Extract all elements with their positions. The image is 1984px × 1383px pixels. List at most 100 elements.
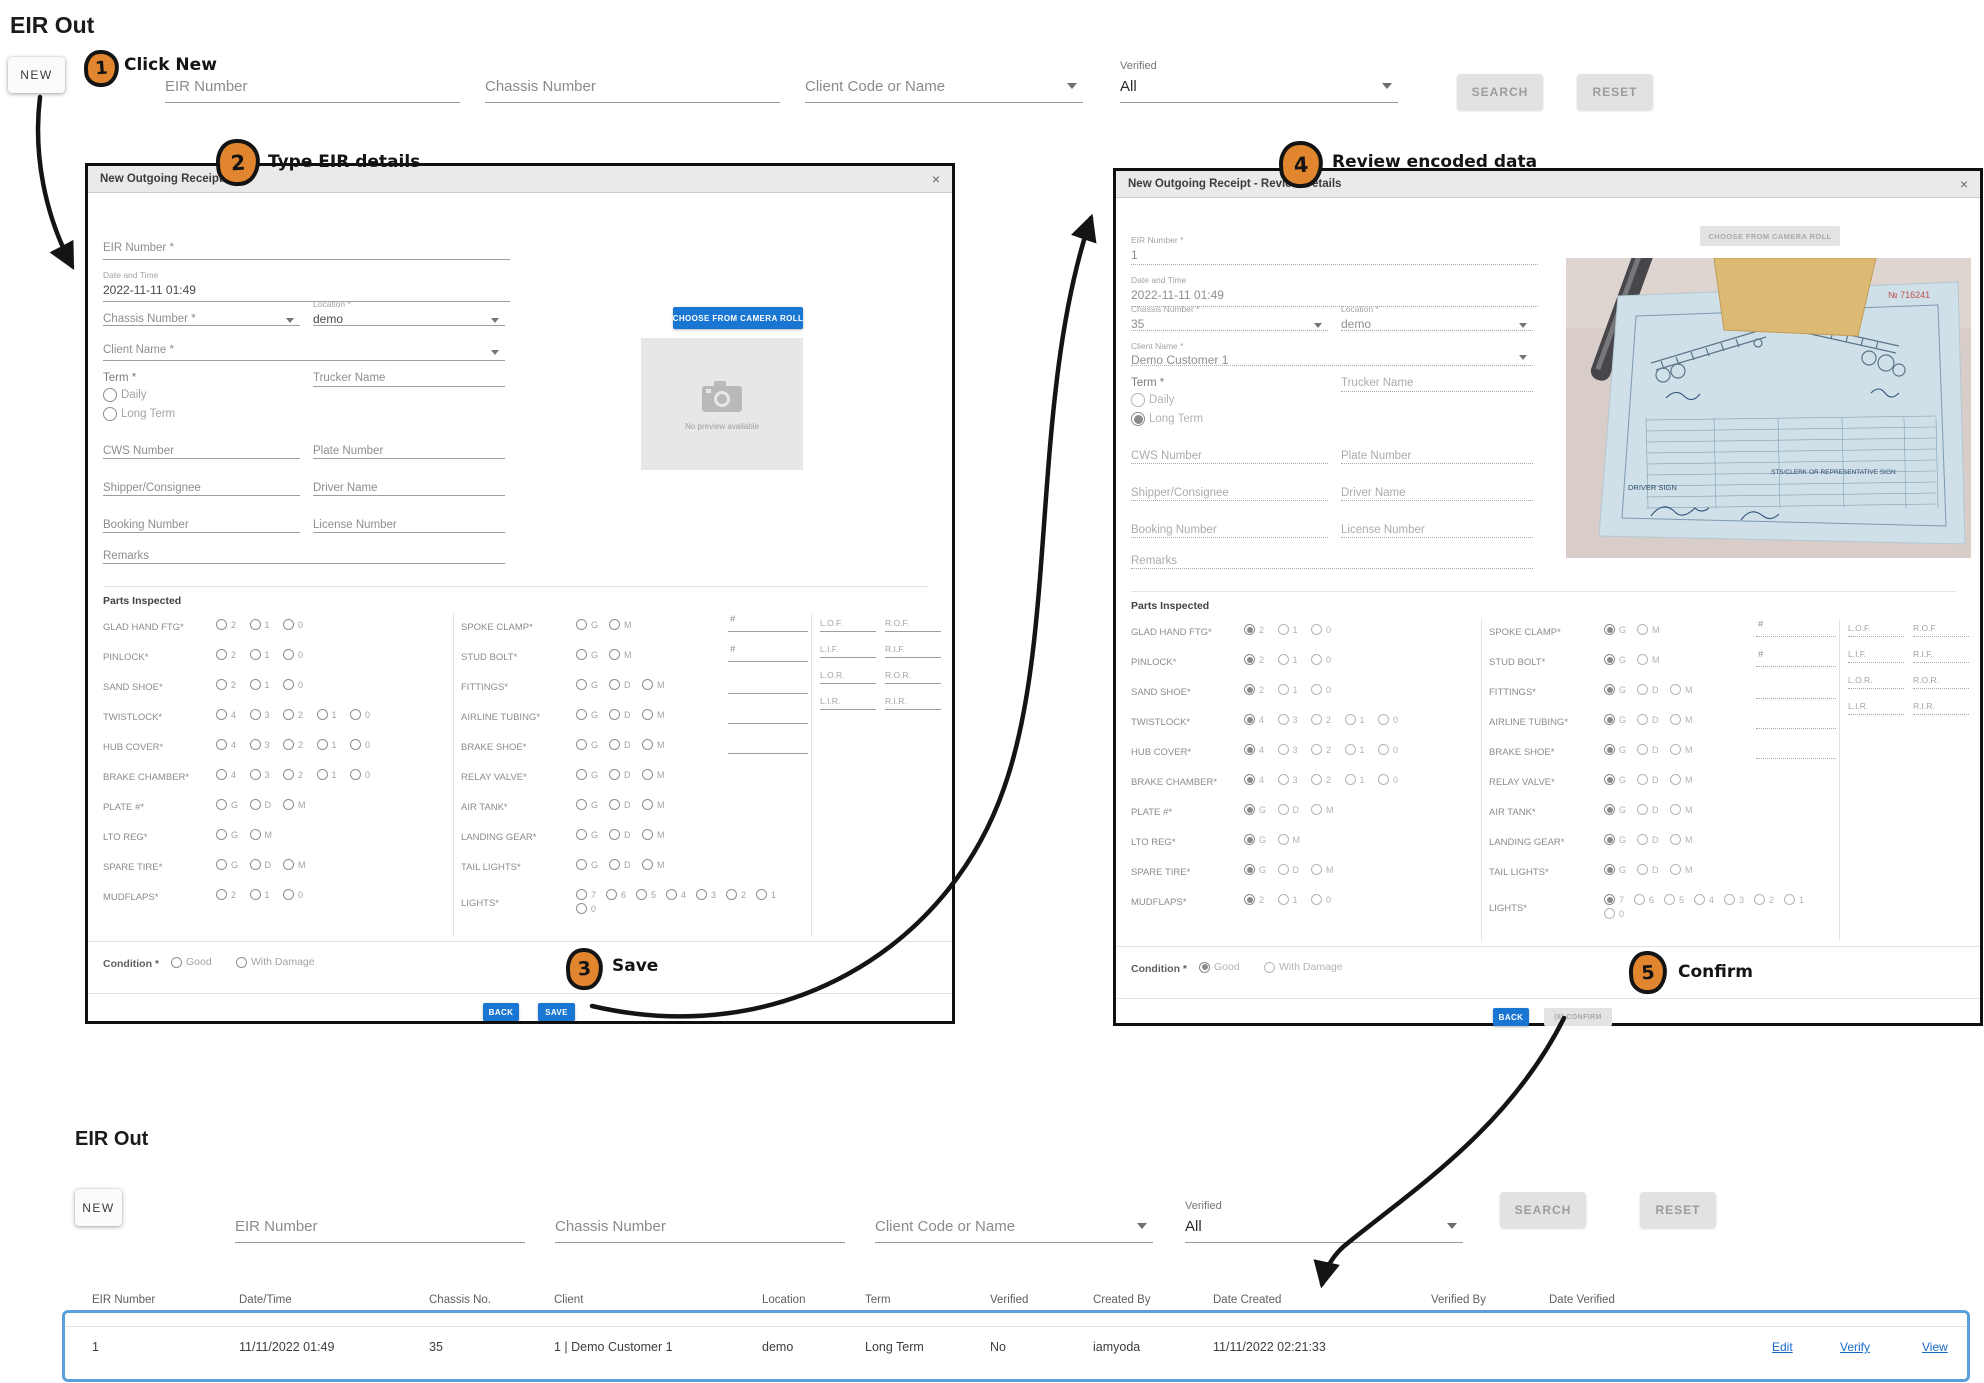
- radio-2[interactable]: 2: [1311, 774, 1331, 785]
- radio-d[interactable]: D: [1277, 864, 1299, 875]
- client-underline[interactable]: [103, 360, 505, 361]
- radio-g[interactable]: G: [1244, 804, 1266, 815]
- radio-good[interactable]: Good: [1199, 961, 1240, 973]
- radio-1[interactable]: 1: [1277, 684, 1298, 695]
- radio-daily[interactable]: Daily: [103, 388, 147, 402]
- damage-underline[interactable]: [1756, 758, 1836, 759]
- chassis-number-input[interactable]: Chassis Number: [485, 60, 780, 103]
- radio-2[interactable]: 2: [216, 889, 236, 900]
- radio-g[interactable]: G: [1604, 684, 1626, 695]
- radio-m[interactable]: M: [642, 769, 665, 780]
- radio-m[interactable]: M: [1311, 804, 1334, 815]
- radio-1[interactable]: 1: [1344, 714, 1365, 725]
- date-time-underline[interactable]: [103, 301, 510, 302]
- radio-2[interactable]: 2: [283, 739, 303, 750]
- confirm-button[interactable]: (8) CONFIRM: [1544, 1008, 1612, 1026]
- tire-underline[interactable]: [1848, 636, 1904, 637]
- radio-0[interactable]: 0: [1604, 908, 1624, 919]
- damage-underline[interactable]: [1756, 728, 1836, 729]
- close-icon[interactable]: ×: [931, 171, 940, 187]
- eir-number-input[interactable]: EIR Number: [165, 60, 460, 103]
- radio-g[interactable]: G: [576, 799, 598, 810]
- tire-underline[interactable]: [1913, 688, 1969, 689]
- damage-underline[interactable]: [1756, 698, 1836, 699]
- radio-m[interactable]: M: [642, 739, 665, 750]
- radio-d[interactable]: D: [609, 739, 631, 750]
- new-button-bottom[interactable]: NEW: [75, 1189, 122, 1226]
- radio-g[interactable]: G: [1604, 624, 1626, 635]
- radio-m[interactable]: M: [283, 859, 306, 870]
- location-underline[interactable]: [313, 325, 505, 326]
- radio-0[interactable]: 0: [350, 709, 370, 720]
- radio-1[interactable]: 1: [1784, 894, 1804, 905]
- search-button[interactable]: SEARCH: [1457, 74, 1543, 110]
- chassis-number-input[interactable]: Chassis Number: [555, 1200, 845, 1243]
- radio-7[interactable]: 7: [576, 889, 596, 900]
- damage-underline[interactable]: [728, 693, 808, 694]
- license-underline[interactable]: [1341, 537, 1533, 538]
- damage-underline[interactable]: [728, 753, 808, 754]
- radio-2[interactable]: 2: [216, 679, 236, 690]
- shipper-underline[interactable]: [103, 495, 300, 496]
- radio-g[interactable]: G: [1604, 834, 1626, 845]
- reset-button[interactable]: RESET: [1577, 74, 1653, 110]
- radio-d[interactable]: D: [609, 709, 631, 720]
- radio-4[interactable]: 4: [1244, 774, 1264, 785]
- radio-good[interactable]: Good: [171, 956, 212, 968]
- radio-m[interactable]: M: [642, 709, 665, 720]
- radio-4[interactable]: 4: [666, 889, 686, 900]
- radio-3[interactable]: 3: [249, 769, 270, 780]
- tire-underline[interactable]: [1913, 714, 1969, 715]
- radio-m[interactable]: M: [642, 799, 665, 810]
- radio-2[interactable]: 2: [1244, 684, 1264, 695]
- client-select[interactable]: Client Code or Name: [805, 60, 1083, 103]
- radio-0[interactable]: 0: [350, 739, 370, 750]
- count-underline[interactable]: [1756, 666, 1836, 667]
- radio-4[interactable]: 4: [1694, 894, 1714, 905]
- radio-0[interactable]: 0: [1311, 624, 1331, 635]
- radio-d[interactable]: D: [1637, 684, 1659, 695]
- radio-3[interactable]: 3: [249, 709, 270, 720]
- radio-g[interactable]: G: [1604, 804, 1626, 815]
- radio-1[interactable]: 1: [249, 679, 270, 690]
- radio-2[interactable]: 2: [1754, 894, 1774, 905]
- radio-d[interactable]: D: [1637, 714, 1659, 725]
- eir-number-underline[interactable]: [1131, 264, 1538, 265]
- radio-0[interactable]: 0: [283, 649, 303, 660]
- radio-d[interactable]: D: [1637, 804, 1659, 815]
- radio-0[interactable]: 0: [283, 619, 303, 630]
- radio-m[interactable]: M: [1637, 654, 1660, 665]
- date-time-underline[interactable]: [1131, 306, 1538, 307]
- radio-1[interactable]: 1: [316, 709, 337, 720]
- radio-m[interactable]: M: [1277, 834, 1300, 845]
- driver-underline[interactable]: [313, 495, 505, 496]
- choose-camera-roll-button[interactable]: CHOOSE FROM CAMERA ROLL: [673, 307, 803, 329]
- radio-4[interactable]: 4: [1244, 744, 1264, 755]
- save-button[interactable]: SAVE: [538, 1003, 575, 1021]
- client-underline[interactable]: [1131, 365, 1533, 366]
- radio-g[interactable]: G: [1604, 714, 1626, 725]
- radio-5[interactable]: 5: [636, 889, 656, 900]
- radio-g[interactable]: G: [1604, 774, 1626, 785]
- radio-d[interactable]: D: [609, 859, 631, 870]
- radio-2[interactable]: 2: [1311, 744, 1331, 755]
- radio-1[interactable]: 1: [316, 769, 337, 780]
- verified-select[interactable]: Verified All: [1185, 1200, 1463, 1243]
- radio-5[interactable]: 5: [1664, 894, 1684, 905]
- radio-g[interactable]: G: [216, 799, 238, 810]
- chassis-underline[interactable]: [103, 325, 300, 326]
- damage-underline[interactable]: [728, 723, 808, 724]
- radio-1[interactable]: 1: [249, 619, 270, 630]
- radio-2[interactable]: 2: [216, 649, 236, 660]
- radio-d[interactable]: D: [249, 859, 271, 870]
- cws-underline[interactable]: [103, 458, 300, 459]
- radio-3[interactable]: 3: [1277, 714, 1298, 725]
- tire-underline[interactable]: [885, 683, 941, 684]
- radio-g[interactable]: G: [576, 739, 598, 750]
- radio-g[interactable]: G: [1604, 864, 1626, 875]
- radio-m[interactable]: M: [1670, 834, 1693, 845]
- radio-m[interactable]: M: [642, 859, 665, 870]
- plate-underline[interactable]: [313, 458, 505, 459]
- row-action-edit[interactable]: Edit: [1772, 1340, 1793, 1354]
- radio-3[interactable]: 3: [249, 739, 270, 750]
